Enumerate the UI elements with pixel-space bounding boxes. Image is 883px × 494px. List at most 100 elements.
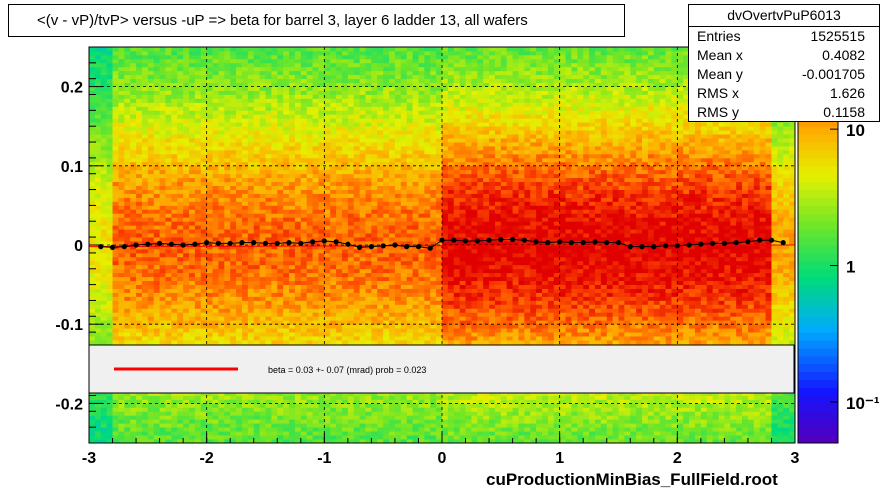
heatmap-cell <box>265 411 272 416</box>
heatmap-cell <box>130 248 137 254</box>
heatmap-cell <box>194 260 202 266</box>
heatmap-cell <box>300 245 308 250</box>
heatmap-cell <box>341 308 349 313</box>
heatmap-cell <box>171 213 178 218</box>
heatmap-cell <box>353 106 361 111</box>
heatmap-cell <box>212 296 219 301</box>
heatmap-cell <box>336 427 343 432</box>
heatmap-cell <box>365 340 372 345</box>
heatmap-cell <box>94 78 102 84</box>
heatmap-cell <box>353 256 361 262</box>
heatmap-cell <box>324 304 331 309</box>
heatmap-cell <box>159 193 166 198</box>
heatmap-cell <box>377 284 384 289</box>
heatmap-cell <box>253 272 261 278</box>
heatmap-cell <box>141 94 149 99</box>
heatmap-cell <box>324 106 331 111</box>
heatmap-cell <box>241 296 249 301</box>
heatmap-cell <box>124 58 131 64</box>
heatmap-cell <box>312 248 319 254</box>
heatmap-cell <box>347 415 355 420</box>
heatmap-cell <box>365 213 372 218</box>
heatmap-cell <box>371 130 378 135</box>
heatmap-cell <box>253 173 261 179</box>
heatmap-cell <box>230 169 237 175</box>
heatmap-cell <box>130 78 137 84</box>
heatmap-cell <box>136 106 143 111</box>
heatmap-cell <box>165 62 172 68</box>
heatmap-cell <box>312 114 319 119</box>
heatmap-cell <box>259 395 266 400</box>
heatmap-cell <box>330 153 337 159</box>
heatmap-cell <box>218 78 225 84</box>
heatmap-cell <box>100 66 108 72</box>
heatmap-cell <box>100 399 108 404</box>
heatmap-cell <box>147 229 155 234</box>
heatmap-cell <box>347 209 355 214</box>
heatmap-cell <box>259 82 266 87</box>
heatmap-cell <box>230 221 237 226</box>
heatmap-cell <box>324 122 331 127</box>
heatmap-cell <box>165 82 172 87</box>
heatmap-cell <box>312 62 319 68</box>
heatmap-cell <box>330 233 337 238</box>
heatmap-cell <box>230 94 237 99</box>
heatmap-cell <box>147 78 155 84</box>
heatmap-cell <box>177 264 184 270</box>
heatmap-cell <box>236 90 243 95</box>
heatmap-cell <box>153 138 160 143</box>
heatmap-cell <box>371 106 378 111</box>
heatmap-cell <box>359 280 366 285</box>
heatmap-cell <box>271 399 278 404</box>
heatmap-cell <box>224 149 231 155</box>
heatmap-cell <box>312 292 319 297</box>
heatmap-cell <box>306 423 313 428</box>
heatmap-cell <box>206 435 213 440</box>
heatmap-cell <box>247 86 255 91</box>
heatmap-cell <box>106 50 113 56</box>
heatmap-cell <box>106 82 113 87</box>
heatmap-cell <box>224 153 231 159</box>
heatmap-cell <box>371 415 378 420</box>
heatmap-cell <box>89 138 96 143</box>
heatmap-cell <box>341 138 349 143</box>
heatmap-cell <box>118 403 125 408</box>
heatmap-cell <box>236 177 243 183</box>
heatmap-cell <box>306 324 313 329</box>
heatmap-cell <box>359 126 366 131</box>
heatmap-cell <box>159 304 166 309</box>
heatmap-cell <box>118 264 125 270</box>
heatmap-cell <box>253 114 261 119</box>
heatmap-cell <box>189 229 196 234</box>
heatmap-cell <box>271 423 278 428</box>
heatmap-cell <box>277 197 284 202</box>
heatmap-cell <box>347 340 355 345</box>
heatmap-cell <box>324 213 331 218</box>
heatmap-cell <box>318 161 325 167</box>
heatmap-cell <box>159 106 166 111</box>
heatmap-cell <box>371 328 378 333</box>
heatmap-cell <box>306 50 313 56</box>
heatmap-cell <box>277 134 284 139</box>
heatmap-cell <box>336 308 343 313</box>
heatmap-cell <box>224 177 231 183</box>
heatmap-cell <box>94 54 102 60</box>
heatmap-cell <box>371 82 378 87</box>
heatmap-cell <box>241 98 249 103</box>
heatmap-cell <box>212 169 219 175</box>
heatmap-cell <box>218 157 225 163</box>
heatmap-cell <box>253 161 261 167</box>
heatmap-cell <box>147 110 155 115</box>
heatmap-cell <box>183 312 190 317</box>
heatmap-cell <box>341 74 349 80</box>
heatmap-cell <box>294 276 302 282</box>
heatmap-cell <box>130 205 137 210</box>
heatmap-cell <box>112 419 119 424</box>
heatmap-cell <box>112 237 119 242</box>
heatmap-cell <box>165 205 172 210</box>
heatmap-cell <box>89 256 96 262</box>
heatmap-cell <box>377 308 384 313</box>
heatmap-cell <box>294 189 302 194</box>
heatmap-cell <box>259 146 266 151</box>
heatmap-cell <box>277 98 284 103</box>
